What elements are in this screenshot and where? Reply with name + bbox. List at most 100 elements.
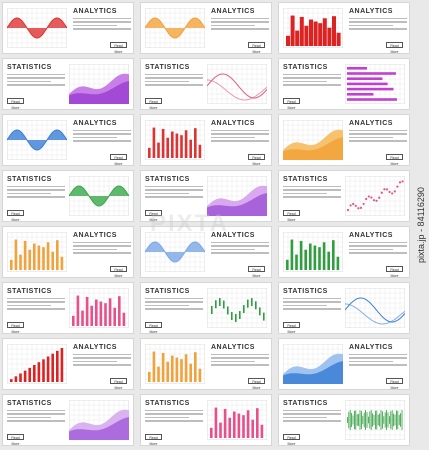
card-text: ANALYTICS Read More (211, 232, 269, 277)
placeholder-text-lines (7, 186, 65, 198)
read-more-button[interactable]: Read More (248, 42, 265, 53)
placeholder-text-lines (283, 186, 341, 198)
info-card: STATISTICS Read More (278, 58, 410, 110)
bar (46, 242, 50, 270)
text-line (349, 354, 407, 356)
wave-line (7, 129, 67, 151)
scatter-point (396, 185, 399, 188)
noise-bar (361, 411, 362, 429)
text-line (73, 28, 131, 30)
read-more-button[interactable]: Read More (110, 266, 127, 277)
read-more-button[interactable]: Read More (248, 154, 265, 165)
bar (166, 137, 169, 158)
bar (260, 424, 264, 438)
read-more-button[interactable]: Read More (283, 98, 300, 109)
wave-line (7, 17, 67, 39)
text-line (283, 420, 341, 422)
noise-bar (354, 410, 355, 430)
text-line (7, 413, 65, 415)
card-text: ANALYTICS Read More (211, 120, 269, 165)
noise-bar (362, 415, 364, 425)
placeholder-text-lines (73, 130, 131, 142)
info-card: STATISTICS Read More (278, 170, 410, 222)
read-more-button[interactable]: Read More (7, 210, 24, 221)
text-line (145, 189, 203, 191)
bar (23, 370, 27, 382)
read-more-button[interactable]: Read More (386, 266, 403, 277)
read-more-button[interactable]: Read More (7, 434, 24, 445)
noise-bar (376, 410, 378, 430)
text-line (283, 77, 341, 79)
read-more-button[interactable]: Read More (7, 322, 24, 333)
bar (148, 147, 151, 158)
scatter-point (357, 207, 360, 210)
candle (231, 312, 233, 321)
bar (51, 251, 54, 270)
placeholder-text-lines (145, 298, 203, 310)
bar (171, 355, 174, 382)
line-a (207, 73, 267, 99)
noise-bar (398, 415, 400, 425)
placeholder-text-lines (145, 74, 203, 86)
card-title: ANALYTICS (211, 8, 255, 15)
read-more-button[interactable]: Read More (386, 378, 403, 389)
info-card: STATISTICS Read More (2, 282, 134, 334)
card-title: STATISTICS (7, 176, 52, 183)
card-text: STATISTICS Read More (145, 176, 203, 221)
bar (219, 422, 222, 438)
read-more-button[interactable]: Read More (110, 378, 127, 389)
area-front (69, 417, 129, 440)
text-line (73, 136, 117, 139)
scatter-point (354, 204, 357, 207)
text-line (283, 80, 327, 83)
read-more-button[interactable]: Read More (7, 98, 24, 109)
read-more-button[interactable]: Read More (283, 322, 300, 333)
scatter-point (372, 199, 376, 202)
read-more-button[interactable]: Read More (145, 322, 162, 333)
read-more-button[interactable]: Read More (145, 434, 162, 445)
read-more-button[interactable]: Read More (386, 42, 403, 53)
info-card: ANALYTICS Read More (278, 114, 410, 166)
card-title: STATISTICS (7, 400, 52, 407)
text-line (283, 192, 327, 195)
line-b (345, 303, 405, 325)
read-more-button[interactable]: Read More (110, 42, 127, 53)
bar (104, 303, 107, 326)
card-chart (345, 400, 405, 440)
card-chart (345, 64, 405, 104)
scatter-point (359, 206, 363, 209)
bar (194, 128, 197, 158)
read-more-button[interactable]: Read More (386, 154, 403, 165)
bar (28, 249, 31, 270)
noise-bar (370, 410, 372, 430)
info-card: ANALYTICS Read More (140, 338, 272, 390)
card-text: ANALYTICS Read More (73, 120, 131, 165)
text-line (145, 196, 203, 198)
text-line (7, 416, 51, 419)
read-more-button[interactable]: Read More (283, 434, 300, 445)
noise-bar (375, 410, 376, 430)
bar (309, 19, 313, 46)
placeholder-text-lines (211, 242, 269, 254)
text-line (145, 77, 203, 79)
info-card: ANALYTICS Read More (2, 226, 134, 278)
read-more-button[interactable]: Read More (145, 210, 162, 221)
read-more-button[interactable]: Read More (248, 378, 265, 389)
text-line (349, 133, 407, 135)
read-more-button[interactable]: Read More (283, 210, 300, 221)
card-chart (345, 288, 405, 328)
scatter-point (349, 204, 352, 207)
scatter-point (393, 190, 396, 193)
read-more-button[interactable]: Read More (110, 154, 127, 165)
noise-bar (394, 414, 396, 426)
bar (37, 362, 41, 382)
card-title: STATISTICS (7, 288, 52, 295)
hbar (347, 98, 397, 101)
bar (33, 243, 36, 270)
bar (42, 247, 45, 270)
read-more-button[interactable]: Read More (145, 98, 162, 109)
wave-area (145, 18, 205, 38)
read-more-button[interactable]: Read More (248, 266, 265, 277)
card-chart (145, 120, 205, 160)
noise-bar (389, 416, 390, 424)
